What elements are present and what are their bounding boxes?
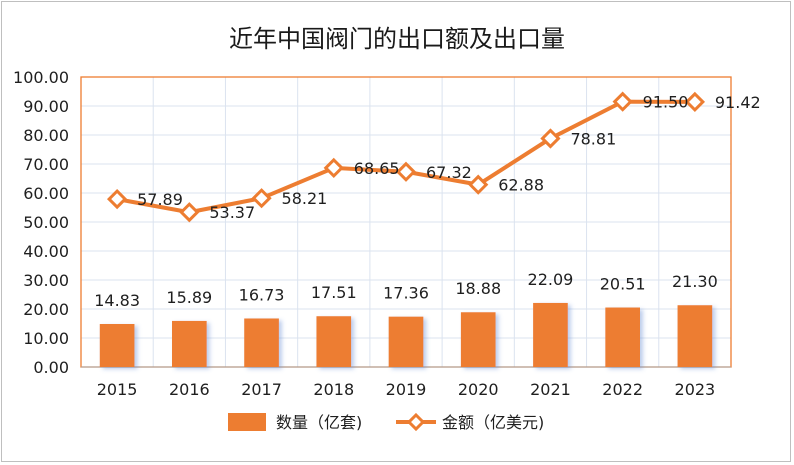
line-point [684, 91, 706, 113]
line-point [179, 202, 200, 223]
bar [388, 316, 424, 367]
x-tick-label: 2020 [458, 380, 499, 399]
bar-data-label: 20.51 [600, 275, 646, 294]
bar-data-label: 17.36 [383, 284, 429, 303]
y-tick-label: 60.00 [23, 184, 69, 203]
line-data-label: 57.89 [137, 190, 183, 209]
y-tick-label: 50.00 [23, 213, 69, 232]
bar [99, 323, 135, 367]
line-point [540, 128, 561, 149]
y-tick-label: 0.00 [33, 358, 69, 377]
legend-bar-label: 数量（亿套) [276, 413, 362, 432]
x-tick-label: 2023 [675, 380, 716, 399]
bar [605, 307, 640, 367]
x-tick-label: 2016 [169, 380, 210, 399]
line-data-label: 91.50 [643, 93, 689, 112]
y-tick-label: 40.00 [23, 242, 69, 261]
y-tick-label: 20.00 [23, 300, 69, 319]
line-point [395, 161, 417, 182]
legend-line-marker [406, 412, 426, 432]
line-data-label: 53.37 [209, 203, 255, 222]
line-point [323, 157, 344, 179]
y-tick-label: 30.00 [23, 271, 69, 290]
x-tick-label: 2018 [313, 380, 354, 399]
line-data-label: 58.21 [282, 189, 328, 208]
legend: 数量（亿套) 金额（亿美元) [228, 412, 544, 432]
bar [533, 302, 568, 367]
bar-data-label: 14.83 [94, 291, 140, 310]
line-data-label: 68.65 [354, 159, 400, 178]
y-tick-label: 80.00 [23, 126, 69, 145]
plot-area: 0.00 10.00 20.00 30.00 40.00 50.00 60.00 70.00 8… [13, 68, 761, 399]
x-tick-label: 2019 [386, 380, 427, 399]
x-tick-label: 2021 [530, 380, 571, 399]
series-line [116, 99, 695, 215]
bar [316, 316, 352, 367]
bar-data-label: 15.89 [166, 288, 212, 307]
y-tick-label: 100.00 [13, 68, 69, 87]
line-data-label: 62.88 [498, 176, 544, 195]
y-tick-label: 70.00 [23, 155, 69, 174]
legend-bar-swatch [228, 413, 266, 431]
y-tick-label: 10.00 [23, 329, 69, 348]
line-data-label: 78.81 [570, 129, 616, 148]
bar [244, 318, 279, 367]
line-data-label: 67.32 [426, 163, 472, 182]
y-tick-label: 90.00 [23, 97, 69, 116]
x-tick-label: 2022 [602, 380, 643, 399]
x-tick-label: 2017 [241, 380, 282, 399]
bar-data-label: 17.51 [311, 283, 357, 302]
bar-data-label: 21.30 [672, 272, 718, 291]
line-data-label: 91.42 [715, 93, 761, 112]
line-point [612, 91, 633, 112]
line-point [468, 174, 489, 195]
bar [677, 305, 713, 367]
line-point [106, 188, 128, 210]
bar [460, 312, 496, 367]
bar [172, 320, 207, 367]
legend-line-label: 金额（亿美元) [442, 413, 544, 432]
bar-data-label: 16.73 [239, 285, 285, 304]
line-point [251, 188, 272, 209]
chart-title: 近年中国阀门的出口额及出口量 [229, 25, 565, 53]
x-tick-label: 2015 [97, 380, 138, 399]
bar-data-label: 18.88 [455, 279, 501, 298]
bar-data-label: 22.09 [528, 270, 574, 289]
